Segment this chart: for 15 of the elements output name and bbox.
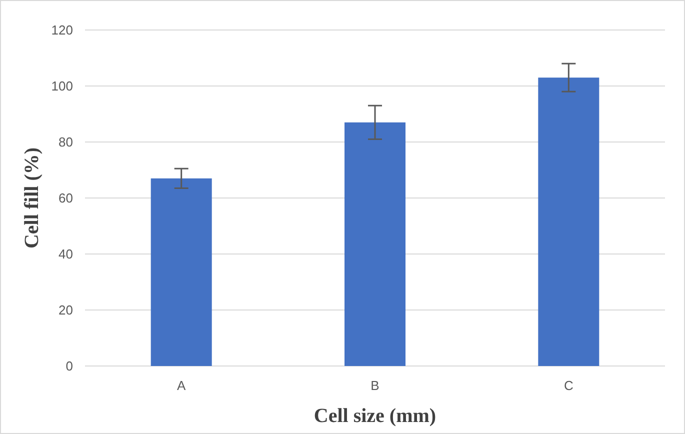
y-tick-label: 0 <box>66 358 73 374</box>
y-axis-title: Cell fill (%) <box>21 147 43 249</box>
bar <box>150 178 212 366</box>
x-tick-label: A <box>177 378 186 393</box>
x-axis-title: Cell size (mm) <box>314 405 436 427</box>
bar <box>344 122 406 366</box>
bar <box>538 78 600 366</box>
y-tick-label: 60 <box>58 190 73 206</box>
y-tick-label: 20 <box>58 302 73 318</box>
y-tick-label: 100 <box>51 78 73 94</box>
x-tick-label: C <box>564 378 574 393</box>
y-tick-label: 120 <box>51 22 73 38</box>
x-tick-label: B <box>370 378 380 393</box>
y-tick-label: 80 <box>58 134 73 150</box>
y-tick-label: 40 <box>58 246 73 262</box>
